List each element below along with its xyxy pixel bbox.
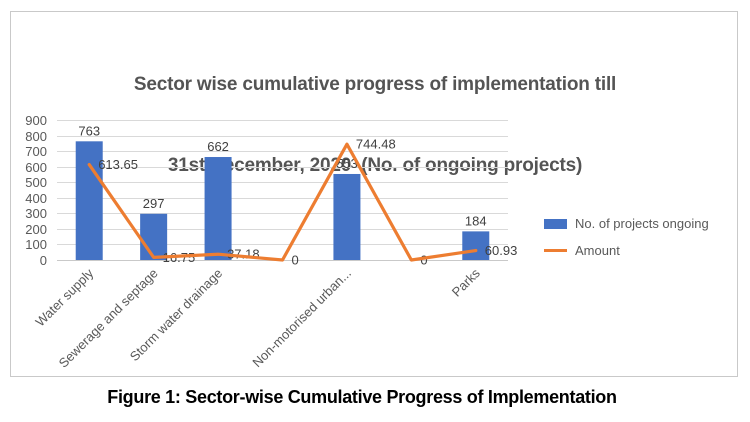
legend-label-projects: No. of projects ongoing	[575, 216, 709, 231]
legend-bar-swatch-icon	[544, 218, 567, 229]
chart-title-line2: 31st December, 2020 (No. of ongoing proj…	[167, 155, 583, 176]
legend-line-swatch-icon	[544, 249, 567, 252]
chart-legend: No. of projects ongoing Amount	[544, 214, 709, 260]
chart-title: Sector wise cumulative progress of imple…	[10, 17, 740, 206]
chart-title-line1: Sector wise cumulative progress of imple…	[133, 74, 617, 95]
legend-item-amount: Amount	[544, 241, 709, 260]
legend-label-amount: Amount	[575, 243, 620, 258]
legend-item-projects: No. of projects ongoing	[544, 214, 709, 233]
figure-caption: Figure 1: Sector-wise Cumulative Progres…	[107, 387, 617, 407]
